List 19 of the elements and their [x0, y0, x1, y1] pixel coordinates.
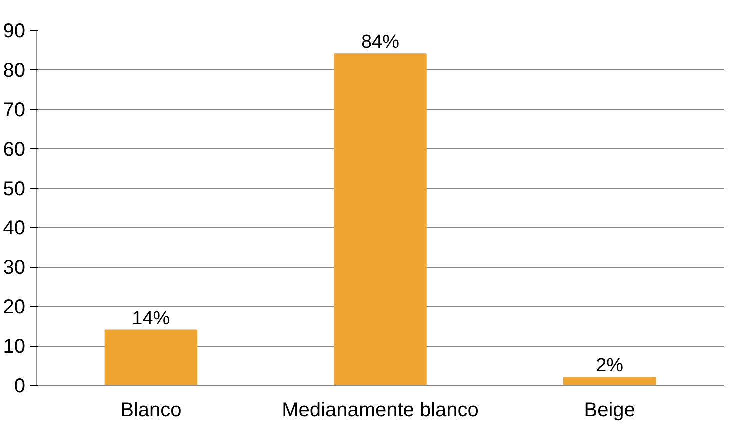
y-tick-label: 10 — [3, 336, 26, 358]
data-label: 84% — [361, 32, 400, 54]
y-tick-label: 70 — [3, 99, 26, 122]
data-label: 14% — [132, 308, 170, 330]
y-tick-label: 80 — [3, 60, 26, 82]
data-label: 2% — [596, 356, 624, 377]
y-tick-label: 30 — [3, 257, 26, 280]
y-tick-label: 90 — [3, 20, 26, 42]
y-tick-label: 20 — [3, 296, 26, 319]
x-tick-label: Blanco — [120, 400, 182, 422]
y-tick-label: 60 — [3, 138, 26, 161]
x-tick-label: Beige — [584, 400, 636, 422]
bar — [334, 54, 427, 386]
y-tick-label: 0 — [14, 376, 26, 398]
x-tick-label: Medianamente blanco — [282, 400, 479, 422]
bar — [563, 377, 656, 386]
y-tick-label: 40 — [3, 218, 26, 240]
bar — [104, 330, 198, 386]
y-tick-label: 50 — [3, 178, 26, 200]
